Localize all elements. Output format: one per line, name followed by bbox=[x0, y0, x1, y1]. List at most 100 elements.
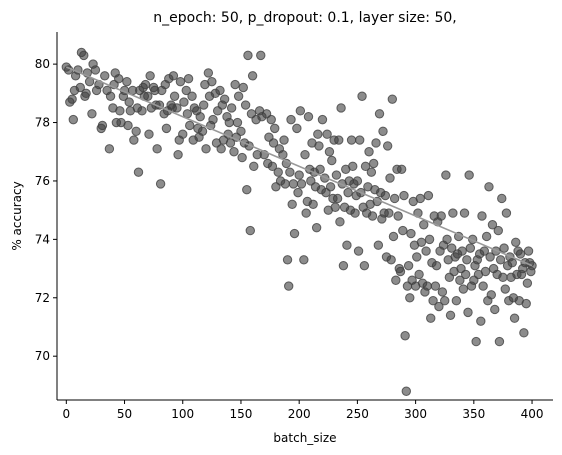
y-tick-label: 78 bbox=[35, 116, 50, 130]
data-point bbox=[299, 255, 309, 265]
data-point bbox=[238, 82, 248, 93]
data-point bbox=[75, 82, 85, 93]
data-point bbox=[342, 240, 352, 250]
data-point bbox=[371, 138, 381, 148]
data-point bbox=[380, 190, 391, 201]
data-point bbox=[412, 252, 422, 262]
data-point bbox=[426, 313, 436, 323]
data-point bbox=[464, 170, 474, 180]
x-tick-label: 350 bbox=[462, 407, 485, 421]
data-point bbox=[226, 103, 237, 113]
data-point bbox=[499, 243, 509, 253]
data-point bbox=[311, 222, 322, 233]
data-point bbox=[414, 269, 424, 280]
data-point bbox=[406, 228, 416, 239]
data-point bbox=[294, 170, 304, 180]
data-point bbox=[385, 173, 395, 183]
data-point bbox=[477, 211, 487, 221]
data-point bbox=[457, 246, 467, 256]
data-point bbox=[360, 161, 371, 172]
data-point bbox=[393, 211, 403, 221]
data-point bbox=[521, 298, 531, 309]
data-point bbox=[419, 220, 429, 230]
data-point bbox=[140, 79, 151, 90]
data-point bbox=[391, 275, 401, 285]
data-point bbox=[415, 193, 425, 204]
data-point bbox=[332, 193, 343, 204]
data-point bbox=[181, 85, 191, 96]
data-point bbox=[282, 255, 293, 265]
x-tick-label: 200 bbox=[288, 407, 311, 421]
data-point bbox=[245, 225, 255, 236]
data-point bbox=[346, 135, 357, 145]
data-point bbox=[437, 287, 448, 297]
data-point bbox=[399, 190, 409, 201]
y-tick-label: 76 bbox=[35, 174, 50, 188]
data-point bbox=[343, 187, 353, 198]
data-point bbox=[240, 100, 251, 110]
data-point bbox=[490, 304, 500, 315]
y-tick-label: 72 bbox=[35, 291, 50, 305]
trend-line bbox=[66, 66, 533, 267]
data-point bbox=[387, 94, 398, 104]
data-point bbox=[300, 149, 310, 160]
data-point bbox=[486, 290, 496, 300]
data-point bbox=[123, 120, 133, 131]
data-point bbox=[266, 114, 276, 125]
data-point bbox=[67, 94, 77, 104]
data-point bbox=[315, 164, 325, 174]
data-point bbox=[313, 129, 323, 139]
data-point bbox=[143, 91, 153, 101]
data-point bbox=[493, 225, 503, 236]
data-point bbox=[129, 135, 139, 145]
data-point bbox=[479, 246, 490, 256]
data-point bbox=[447, 243, 457, 253]
data-point bbox=[308, 199, 318, 210]
data-point bbox=[289, 228, 300, 239]
data-point bbox=[436, 211, 446, 221]
data-point bbox=[478, 281, 488, 291]
data-point bbox=[233, 91, 244, 101]
data-point bbox=[270, 123, 280, 134]
data-point bbox=[487, 220, 498, 230]
data-point bbox=[155, 179, 166, 189]
data-point bbox=[230, 79, 240, 90]
data-point bbox=[79, 50, 89, 61]
data-point bbox=[459, 208, 470, 218]
data-point bbox=[224, 117, 235, 128]
data-point bbox=[378, 126, 388, 137]
data-point bbox=[431, 260, 442, 271]
data-point bbox=[207, 76, 217, 87]
data-point bbox=[124, 97, 134, 107]
data-point bbox=[179, 97, 189, 107]
data-point bbox=[498, 272, 508, 283]
data-point bbox=[428, 296, 438, 306]
data-point bbox=[90, 65, 101, 75]
y-tick-label: 70 bbox=[35, 349, 50, 363]
data-point bbox=[131, 126, 141, 137]
data-point bbox=[288, 179, 299, 189]
data-point bbox=[114, 74, 124, 84]
data-point bbox=[178, 129, 188, 139]
data-point bbox=[331, 170, 342, 180]
data-point bbox=[325, 182, 336, 192]
data-point bbox=[185, 120, 195, 131]
data-point bbox=[225, 138, 236, 148]
data-point bbox=[396, 164, 407, 174]
data-point bbox=[422, 281, 432, 291]
data-point bbox=[373, 240, 384, 250]
data-point bbox=[416, 237, 427, 247]
x-tick-label: 0 bbox=[62, 407, 70, 421]
data-point bbox=[353, 246, 364, 256]
data-point bbox=[465, 243, 476, 253]
data-point bbox=[236, 126, 246, 137]
data-point bbox=[355, 135, 365, 145]
data-point bbox=[485, 252, 495, 262]
data-point bbox=[448, 208, 458, 218]
data-point bbox=[421, 246, 431, 256]
data-point bbox=[145, 71, 155, 81]
data-point bbox=[519, 328, 529, 338]
x-axis-title: batch_size bbox=[273, 431, 336, 445]
data-point bbox=[405, 293, 415, 303]
